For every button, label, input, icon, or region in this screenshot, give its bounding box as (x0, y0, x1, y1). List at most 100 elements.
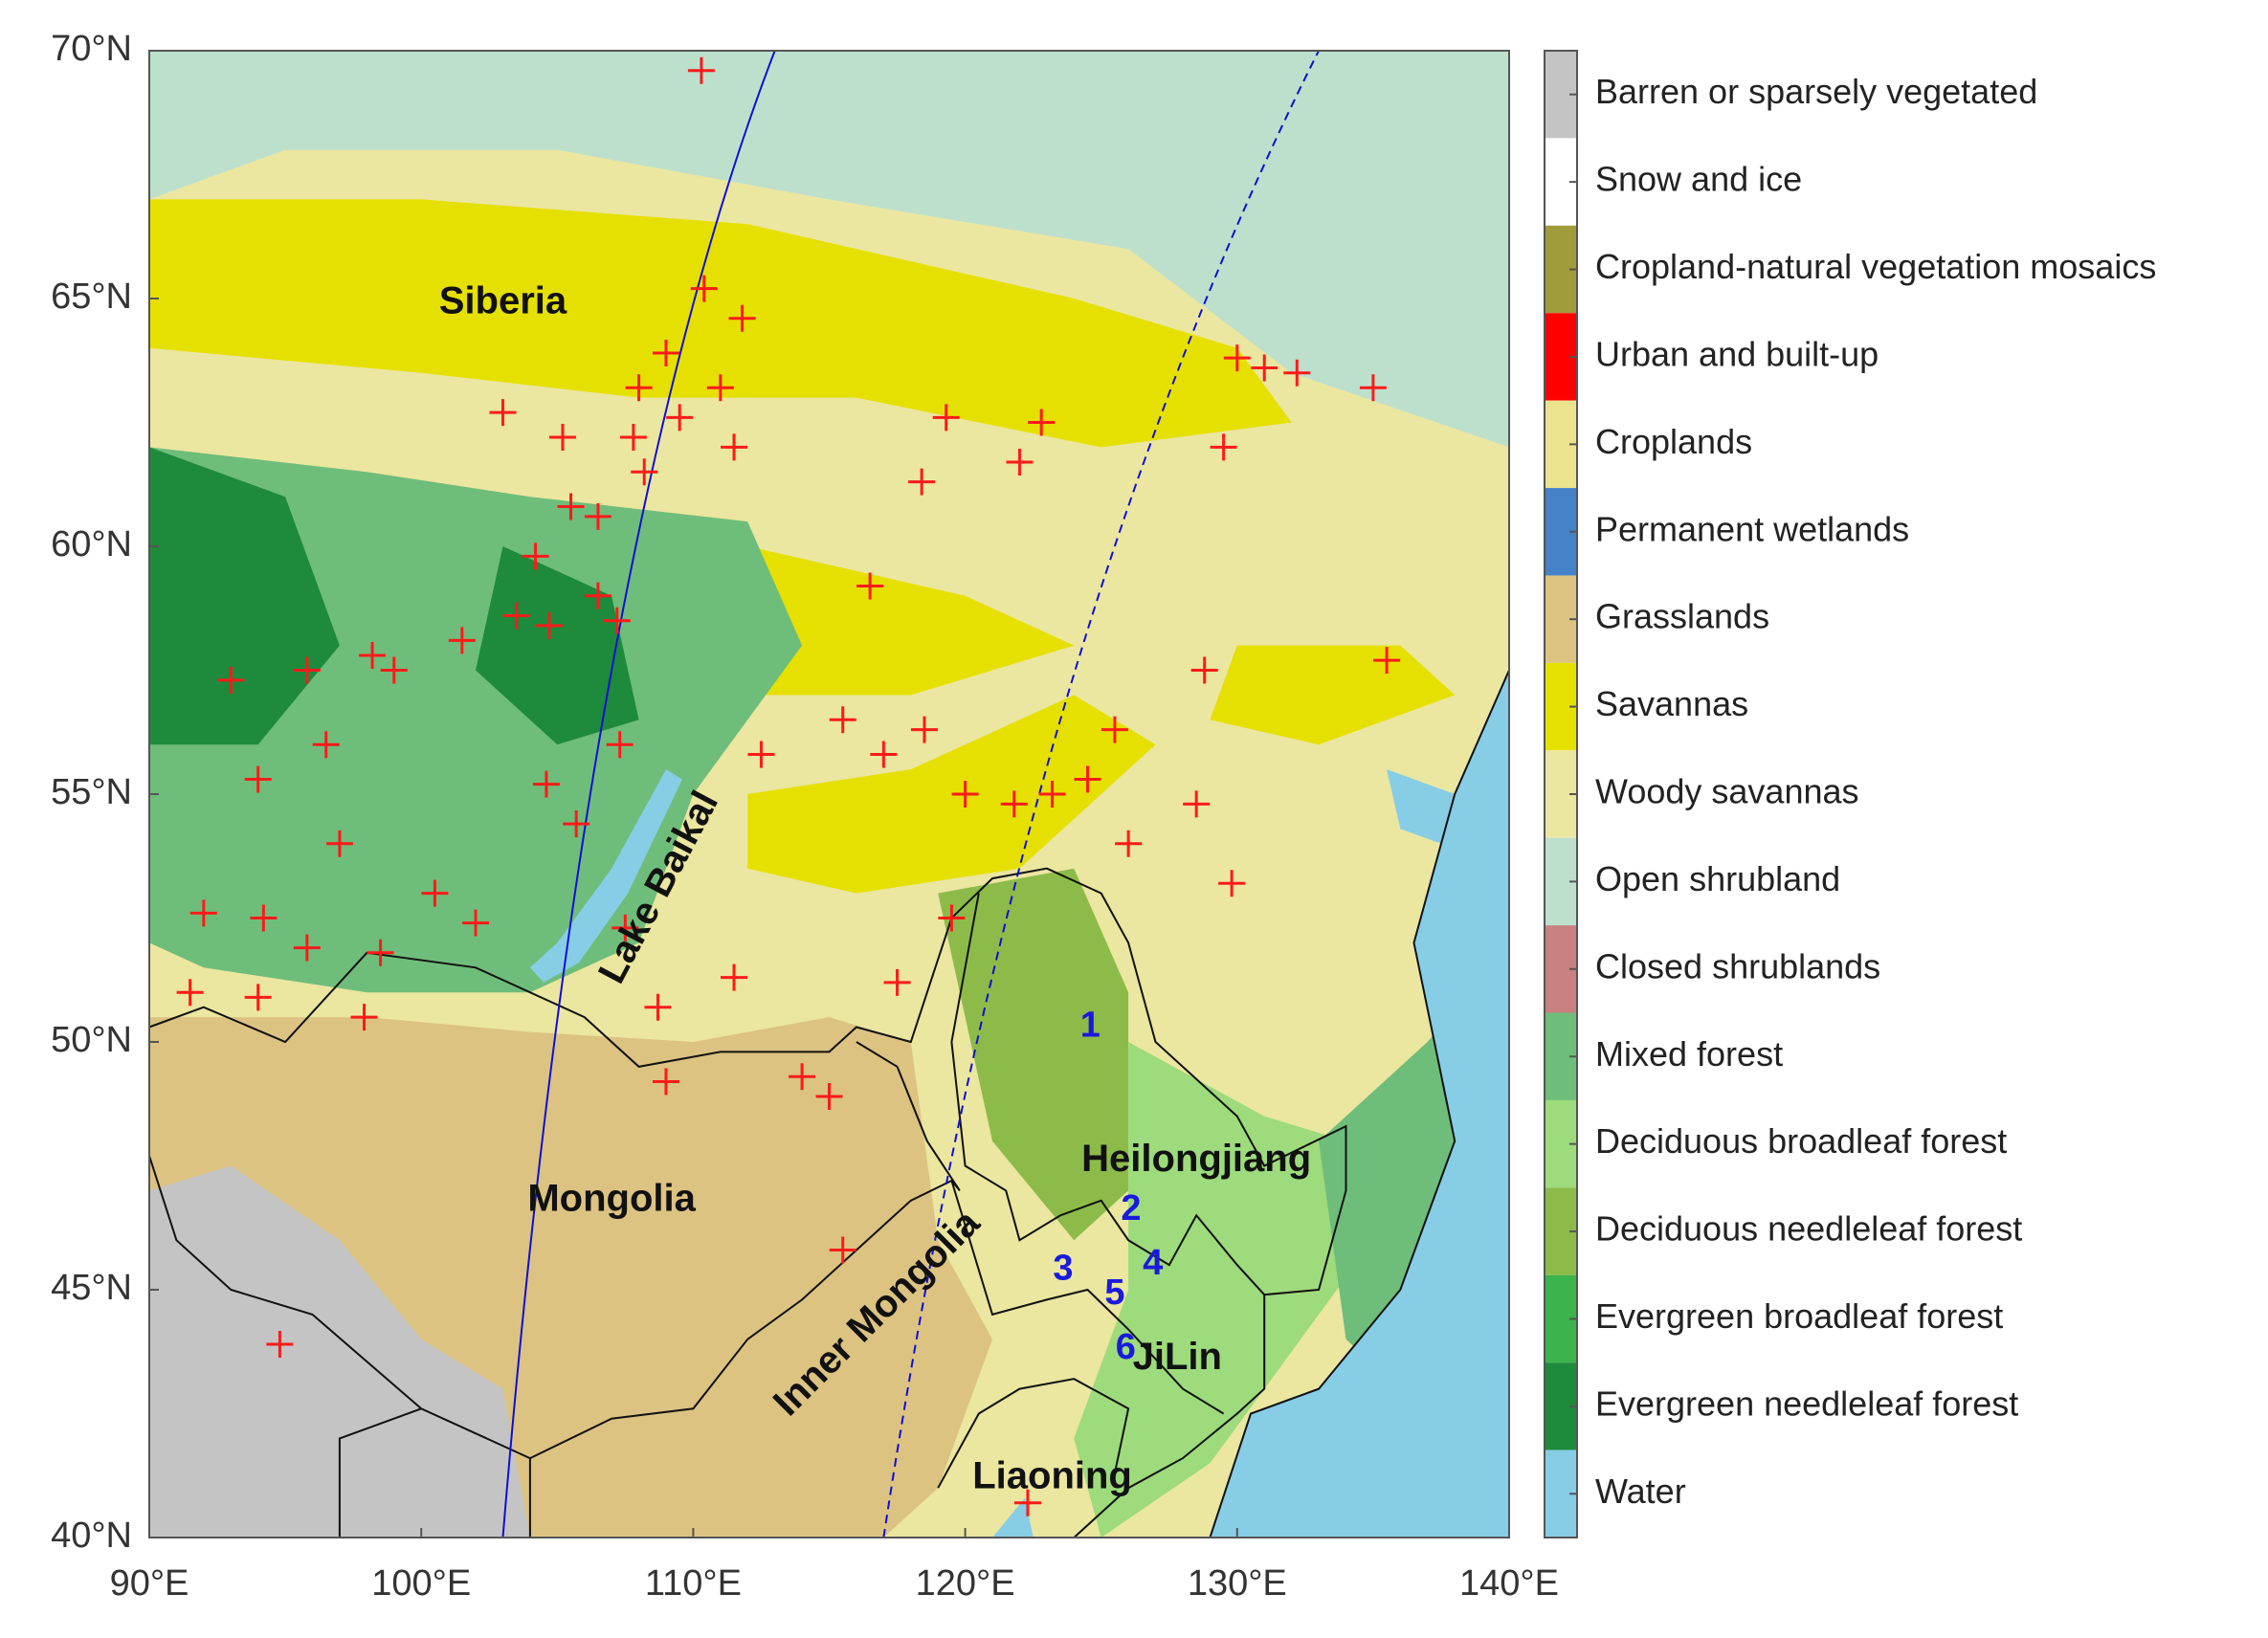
y-tick-label: 40°N (51, 1516, 132, 1556)
fire-point (1115, 830, 1143, 857)
y-tick-label: 50°N (51, 1020, 132, 1060)
land-cover-region (938, 868, 1129, 1241)
legend-label: Savannas (1595, 684, 1748, 723)
land-cover-region (1210, 645, 1456, 745)
legend-label: Deciduous broadleaf forest (1595, 1121, 2007, 1161)
fire-point (690, 275, 718, 302)
land-cover-region (1387, 769, 1456, 844)
fire-point (644, 993, 672, 1021)
land-cover-region (149, 199, 1292, 448)
fire-point (938, 904, 966, 932)
fire-point (502, 602, 530, 630)
border (149, 1041, 961, 1460)
fire-point (350, 1004, 378, 1031)
fire-point (721, 433, 748, 461)
fire-point (448, 627, 476, 654)
fire-point (728, 304, 756, 332)
y-tick-label: 65°N (51, 277, 132, 317)
fire-point (1190, 656, 1218, 684)
fire-point (217, 666, 245, 694)
fire-point (908, 468, 936, 496)
land-cover-region (1074, 1042, 1373, 1538)
fire-point (1223, 344, 1251, 372)
place-label: Siberia (439, 280, 567, 322)
colorbar-frame (1544, 50, 1578, 1538)
fire-point (951, 781, 979, 808)
fire-point (421, 879, 449, 907)
x-tick-label: 110°E (645, 1563, 742, 1604)
fire-point (625, 374, 653, 402)
fire-point (489, 399, 517, 427)
fire-point (721, 963, 748, 991)
fire-point (1074, 765, 1101, 793)
fire-point (1101, 716, 1128, 743)
fire-point (563, 810, 590, 838)
fire-point (312, 731, 340, 759)
y-tick-label: 70°N (51, 29, 132, 69)
orbit-track (501, 51, 776, 1538)
x-tick-label: 140°E (1459, 1563, 1559, 1604)
fire-point (325, 830, 353, 857)
legend-label: Grasslands (1595, 597, 1769, 636)
fire-point (293, 934, 321, 962)
place-label: Mongolia (527, 1177, 696, 1219)
fire-point (666, 404, 694, 432)
fire-point (557, 493, 585, 520)
fire-point (1218, 870, 1246, 897)
fire-point (293, 656, 321, 684)
fire-point (380, 656, 408, 684)
x-tick-label: 100°E (371, 1563, 471, 1604)
x-tick-label: 130°E (1188, 1563, 1287, 1604)
land-cover-region (149, 51, 1509, 448)
legend-label: Cropland-natural vegetation mosaics (1595, 247, 2156, 286)
y-tick-label: 45°N (51, 1268, 132, 1308)
orbit-track (882, 51, 1320, 1538)
fire-point (244, 765, 272, 793)
fire-point (1283, 359, 1311, 387)
fire-point (367, 939, 394, 966)
fire-point (535, 611, 563, 639)
site-number: 1 (1080, 1005, 1101, 1045)
border (937, 1378, 1130, 1489)
fire-point (631, 458, 658, 486)
site-number: 2 (1121, 1188, 1141, 1228)
border (338, 1407, 422, 1538)
fire-point (522, 542, 549, 570)
place-label: Liaoning (972, 1454, 1132, 1496)
coastline (1209, 670, 1509, 1538)
fire-point (1000, 790, 1028, 818)
site-number: 3 (1053, 1248, 1073, 1288)
border (950, 893, 1265, 1295)
legend-label: Snow and ice (1595, 160, 1802, 199)
fire-point (584, 582, 611, 609)
fire-point (1251, 354, 1279, 382)
legend-label: Permanent wetlands (1595, 509, 1909, 548)
x-tick-label: 90°E (110, 1563, 189, 1604)
fire-point (1038, 781, 1066, 808)
fire-point (603, 607, 631, 634)
place-label: JiLin (1133, 1336, 1222, 1378)
fire-point (1006, 448, 1034, 476)
legend-label: Evergreen broadleaf forest (1595, 1296, 2003, 1336)
fire-point (706, 374, 734, 402)
fire-point (359, 641, 387, 669)
site-number: 6 (1116, 1327, 1136, 1367)
place-label: Heilongjiang (1081, 1138, 1311, 1180)
fire-point (462, 909, 490, 937)
fire-point (870, 741, 898, 768)
fire-point (789, 1063, 816, 1091)
fire-point (1373, 647, 1401, 675)
fire-point (687, 56, 715, 84)
fire-point (606, 731, 634, 759)
land-cover-region (149, 1165, 530, 1538)
legend-label: Deciduous needleleaf forest (1595, 1209, 2022, 1249)
fire-point (584, 502, 611, 530)
fire-point (176, 979, 204, 1007)
fire-point (932, 404, 960, 432)
fire-point (1359, 374, 1387, 402)
fire-point (266, 1330, 294, 1358)
fire-point (829, 1236, 856, 1264)
legend-label: Evergreen needleleaf forest (1595, 1383, 2018, 1423)
fire-point (189, 899, 217, 927)
